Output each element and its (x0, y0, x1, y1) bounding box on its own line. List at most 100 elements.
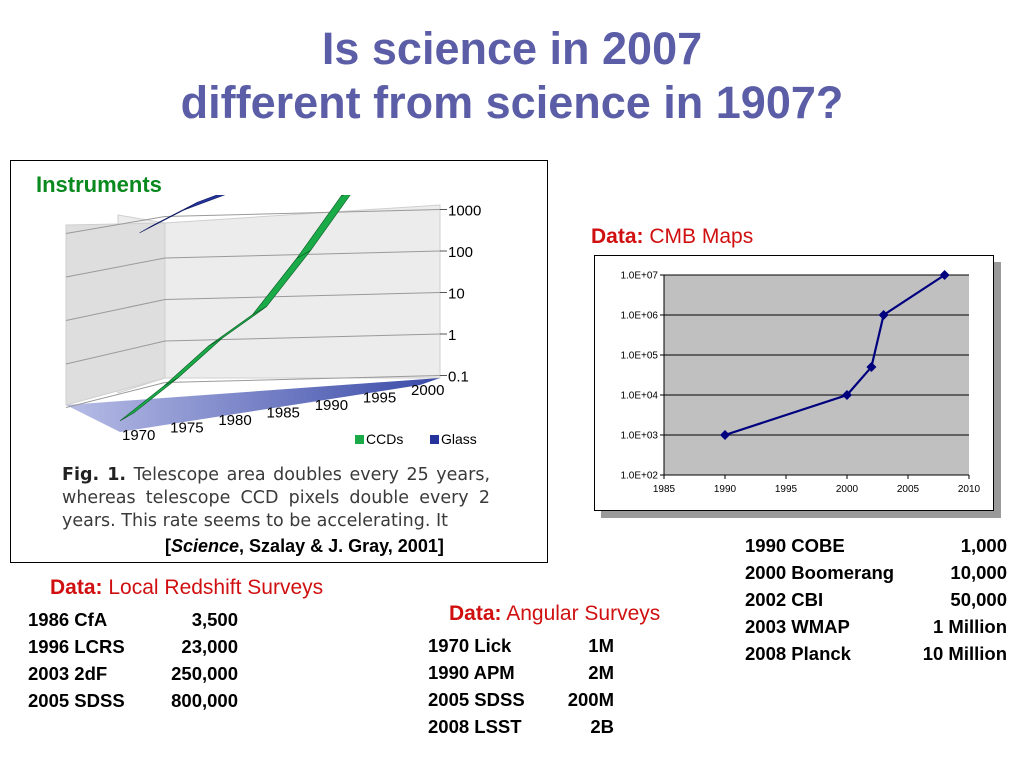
row-value: 10,000 (950, 562, 1007, 583)
x-tick-label: 2005 (897, 484, 920, 495)
table-row: 1990 APM 2M (428, 659, 614, 686)
row-value: 800,000 (171, 690, 238, 711)
gridline-left (65, 340, 166, 365)
y-tick-label: 1 (448, 327, 456, 344)
gridline (164, 292, 441, 300)
row-name: 2008 LSST (428, 716, 522, 737)
table-row: 2005 SDSS 800,000 (28, 687, 238, 714)
title-line-1: Is science in 2007 (321, 23, 703, 74)
gridline (164, 209, 441, 217)
redshift-heading-text: Local Redshift Surveys (108, 576, 324, 599)
row-name: 2000 Boomerang (745, 562, 895, 583)
row-value: 10 Million (922, 643, 1007, 664)
slide-title: Is science in 2007 different from scienc… (0, 22, 1024, 130)
angular-heading-text: Angular Surveys (506, 602, 661, 625)
table-row: 2008 Planck 10 Million (745, 640, 1007, 667)
y-tick-label: 1.0E+05 (620, 351, 658, 362)
table-row: 1970 Lick 1M (428, 632, 614, 659)
table-row: 1990 COBE 1,000 (745, 532, 1007, 559)
row-name: 1986 CfA (28, 609, 108, 630)
gridline-left (65, 299, 166, 321)
table-row: 2002 CBI 50,000 (745, 586, 1007, 613)
row-value: 2B (590, 716, 614, 737)
x-tick-label: 1975 (170, 420, 203, 437)
row-value: 1 Million (933, 616, 1007, 637)
gridline-left (65, 257, 166, 278)
row-value: 1,000 (960, 535, 1007, 556)
table-row: 2000 Boomerang 10,000 (745, 559, 1007, 586)
data-point (878, 310, 889, 320)
angular-heading-prefix: Data: (449, 602, 502, 625)
ref-open: [ (165, 536, 171, 556)
row-value: 1M (588, 635, 614, 656)
cmb-chart: 1.0E+02 1.0E+03 1.0E+04 1.0E+05 1.0E+06 1.0E+… (620, 270, 981, 495)
row-name: 1990 APM (428, 662, 515, 683)
chart-left-wall (65, 222, 166, 406)
y-tick-label: 1.0E+07 (620, 271, 658, 282)
gridline-left (65, 382, 166, 408)
row-name: 2005 SDSS (28, 690, 125, 711)
legend-ccds-swatch (355, 435, 364, 444)
reference-citation: [Science, Szalay & J. Gray, 2001] (165, 536, 444, 557)
y-tick-label: 1.0E+06 (620, 311, 658, 322)
x-tick-label: 1995 (363, 390, 396, 407)
row-value: 50,000 (950, 589, 1007, 610)
chart-floor (66, 378, 440, 432)
legend-ccds-label: CCDs (366, 431, 403, 447)
data-point (939, 270, 950, 280)
row-name: 1970 Lick (428, 635, 512, 656)
glass-ribbon-segment (183, 195, 226, 211)
figure-caption: Fig. 1. Telescope area doubles every 25 … (62, 464, 490, 533)
redshift-heading-prefix: Data: (50, 576, 103, 599)
y-tick-label: 0.1 (448, 369, 469, 386)
angular-heading: Data: Angular Surveys (449, 602, 660, 626)
legend-glass-swatch (430, 435, 439, 444)
x-tick-label: 1990 (315, 397, 348, 414)
cmb-heading-prefix: Data: (591, 225, 644, 248)
redshift-heading: Data: Local Redshift Surveys (50, 576, 323, 600)
y-tick-label: 100 (448, 244, 473, 261)
row-name: 1990 COBE (745, 535, 845, 556)
cmb-table: 1990 COBE 1,000 2000 Boomerang 10,000 2002… (745, 532, 1007, 667)
cmb-heading: Data: CMB Maps (591, 225, 753, 249)
x-tick-label: 1990 (714, 484, 737, 495)
angular-table: 1970 Lick 1M 1990 APM 2M 2005 SDSS 200M 200… (428, 632, 614, 740)
caption-fig-label: Fig. 1. (62, 465, 127, 485)
cmb-heading-text: CMB Maps (649, 225, 754, 248)
x-tick-label: 1980 (218, 412, 251, 429)
row-name: 1996 LCRS (28, 636, 125, 657)
instruments-label: Instruments (36, 172, 162, 197)
ref-journal: Science (171, 536, 240, 556)
row-value: 23,000 (181, 636, 238, 657)
row-name: 2005 SDSS (428, 689, 525, 710)
data-point (720, 430, 730, 440)
y-tick-label: 1.0E+04 (620, 391, 658, 402)
table-row: 1986 CfA 3,500 (28, 606, 238, 633)
y-tick-label: 1.0E+03 (620, 431, 658, 442)
x-tick-label: 1985 (267, 405, 300, 422)
row-value: 2M (588, 662, 614, 683)
row-value: 250,000 (171, 663, 238, 684)
table-row: 1996 LCRS 23,000 (28, 633, 238, 660)
row-value: 200M (567, 689, 614, 710)
row-name: 2003 2dF (28, 663, 108, 684)
x-tick-label: 1995 (775, 484, 798, 495)
table-row: 2008 LSST 2B (428, 713, 614, 740)
instruments-3d-chart: 0.1 1 10 100 1000 1970 1975 1980 1985 1990 1995 20… (65, 195, 481, 447)
x-tick-label: 2010 (958, 484, 981, 495)
ccds-ribbon-segment (340, 195, 345, 197)
row-name: 2008 Planck (745, 643, 851, 664)
redshift-table: 1986 CfA 3,500 1996 LCRS 23,000 2003 2dF 25… (28, 606, 238, 714)
table-row: 2005 SDSS 200M (428, 686, 614, 713)
cmb-plot-area (664, 275, 969, 475)
gridline-left (65, 216, 166, 234)
caption-text: Telescope area doubles every 25 years, w… (62, 465, 491, 531)
y-tick-label: 1.0E+02 (620, 471, 658, 482)
row-value: 3,500 (191, 609, 238, 630)
gridline (164, 375, 441, 383)
title-line-2: different from science in 1907? (180, 77, 844, 128)
table-row: 2003 WMAP 1 Million (745, 613, 1007, 640)
x-tick-label: 2000 (411, 382, 444, 399)
gridline (164, 333, 441, 342)
y-tick-label: 1000 (448, 203, 481, 220)
